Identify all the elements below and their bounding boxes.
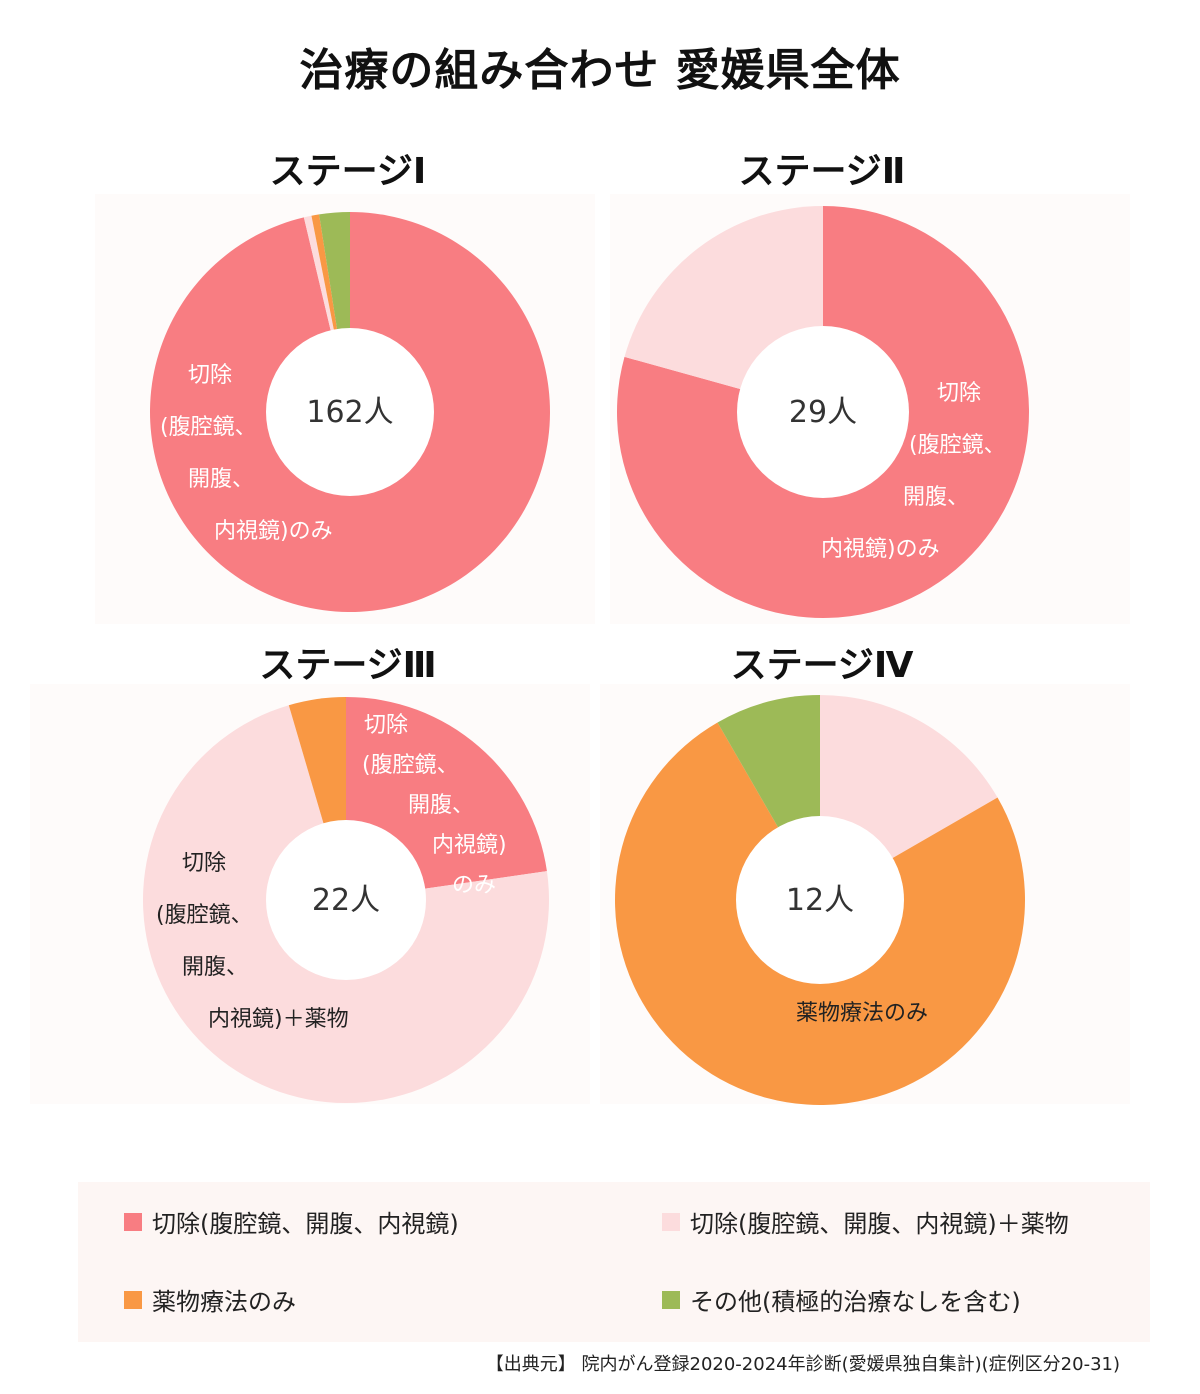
donut-hole (736, 816, 904, 984)
stage-4-title: ステージⅣ (730, 645, 914, 686)
center-total-label: 12人 (786, 883, 854, 918)
legend-label-resection-plus-drug: 切除(腹腔鏡、開腹、内視鏡)＋薬物 (690, 1210, 1069, 1238)
legend-label-other: その他(積極的治療なしを含む) (690, 1288, 1021, 1316)
slice-label-resection-plus-drug: (腹腔鏡、 (156, 903, 253, 928)
slice-label-resection-only: のみ (452, 873, 496, 898)
slice-label-resection-plus-drug: 切除 (182, 851, 226, 876)
legend-swatch-resection-plus-drug (662, 1212, 680, 1231)
slice-label-resection-only: 切除 (364, 713, 408, 738)
legend: 切除(腹腔鏡、開腹、内視鏡) 切除(腹腔鏡、開腹、内視鏡)＋薬物 薬物療法のみ … (78, 1182, 1150, 1342)
slice-label-drug-only: 薬物療法のみ (796, 1001, 928, 1026)
donut-hole (266, 328, 434, 496)
legend-item-drug-only: 薬物療法のみ (124, 1282, 296, 1317)
donut-hole (737, 326, 909, 498)
main-title: 治療の組み合わせ 愛媛県全体 (299, 45, 901, 96)
center-total-label: 162人 (306, 395, 393, 430)
slice-label-resection-only: 内視鏡)のみ (821, 537, 940, 562)
center-total-label: 29人 (789, 395, 857, 430)
donut-hole (266, 820, 426, 980)
slice-label-resection-only: 開腹、 (408, 793, 474, 818)
legend-swatch-resection-only (124, 1212, 142, 1231)
legend-item-resection-only: 切除(腹腔鏡、開腹、内視鏡) (124, 1204, 459, 1239)
legend-item-other: その他(積極的治療なしを含む) (662, 1282, 1021, 1317)
legend-item-resection-plus-drug: 切除(腹腔鏡、開腹、内視鏡)＋薬物 (662, 1204, 1069, 1239)
legend-label-drug-only: 薬物療法のみ (152, 1288, 296, 1316)
slice-label-resection-only: (腹腔鏡、 (362, 753, 459, 778)
center-total-label: 22人 (312, 883, 380, 918)
slice-label-resection-only: 切除 (188, 363, 232, 388)
stage-1-title: ステージⅠ (269, 151, 427, 192)
legend-label-resection-only: 切除(腹腔鏡、開腹、内視鏡) (152, 1210, 459, 1238)
legend-swatch-drug-only (124, 1290, 142, 1309)
slice-label-resection-only: 切除 (937, 381, 981, 406)
source-note: 【出典元】 院内がん登録2020-2024年診断(愛媛県独自集計)(症例区分20… (485, 1354, 1120, 1375)
donut-chart-stage-2: 29人 切除 (腹腔鏡、開腹、内視鏡)のみ (617, 206, 1029, 618)
slice-label-resection-only: (腹腔鏡、 (909, 433, 1006, 458)
slice-label-resection-only: (腹腔鏡、 (160, 415, 257, 440)
slice-label-resection-only: 内視鏡) (432, 833, 507, 858)
stage-3-title: ステージⅢ (259, 645, 437, 686)
legend-swatch-other (662, 1290, 680, 1309)
slice-label-resection-only: 内視鏡)のみ (214, 519, 333, 544)
stage-2-title: ステージⅡ (738, 151, 906, 192)
slice-label-resection-plus-drug: 内視鏡)＋薬物 (208, 1007, 349, 1032)
slice-label-resection-plus-drug: 開腹、 (182, 955, 248, 980)
donut-chart-stage-1: 162人 切除 (腹腔鏡、開腹、内視鏡)のみ (149, 212, 550, 612)
slice-label-resection-only: 開腹、 (903, 485, 969, 510)
slice-label-resection-only: 開腹、 (188, 467, 254, 492)
